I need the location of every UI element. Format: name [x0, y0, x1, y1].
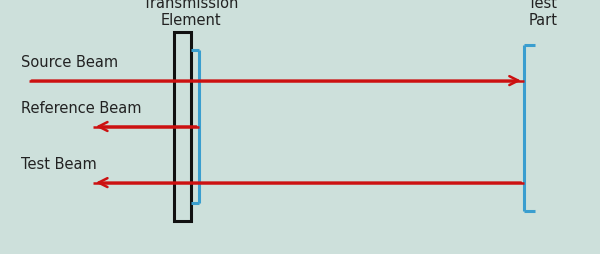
Bar	[174, 33, 191, 221]
Text: Test Beam: Test Beam	[21, 156, 97, 171]
Text: Reference Beam: Reference Beam	[21, 101, 142, 116]
Text: Source Beam: Source Beam	[21, 55, 118, 70]
Text: Test
Part: Test Part	[529, 0, 557, 28]
Text: Transmission
Element: Transmission Element	[143, 0, 238, 28]
